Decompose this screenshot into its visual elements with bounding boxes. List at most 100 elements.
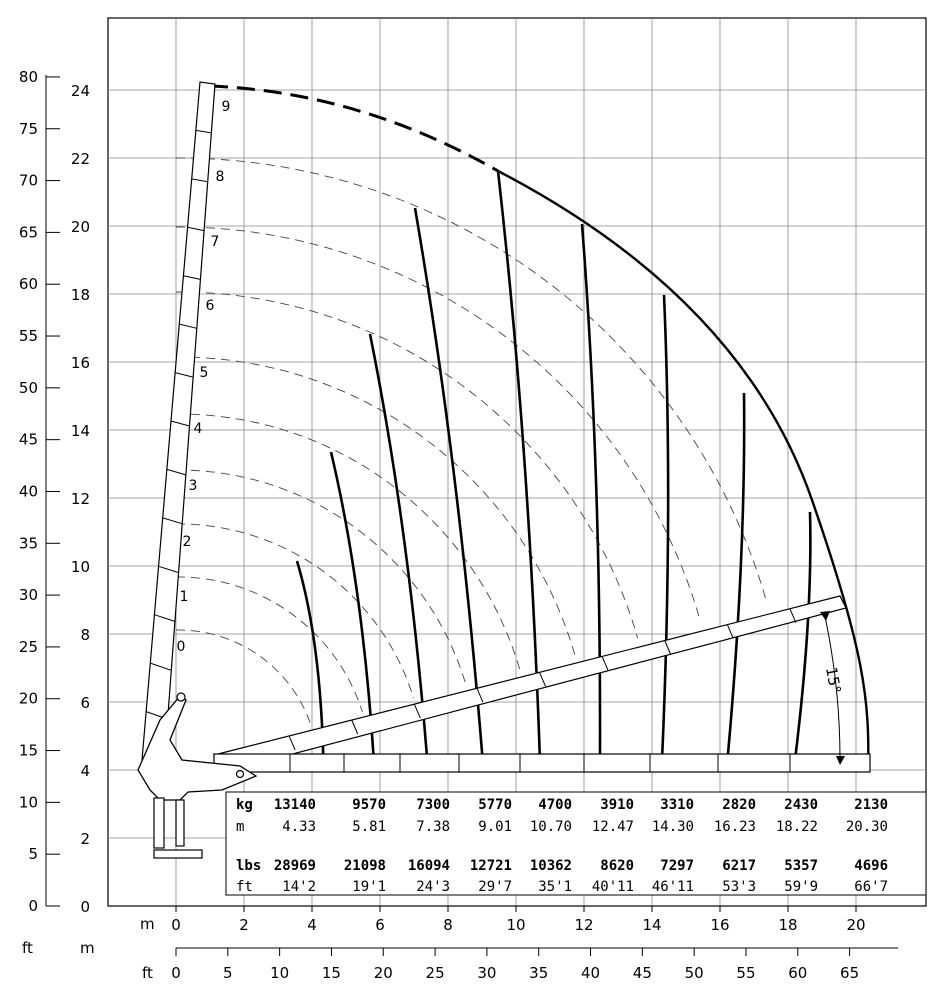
- boom-section-joint: [154, 614, 176, 622]
- lbs-value: 28969: [274, 858, 316, 874]
- lbs-value: 21098: [344, 858, 386, 874]
- ft-bottom-tick-label: 25: [426, 964, 445, 982]
- m-value: 20.30: [846, 819, 888, 835]
- m-tick-label: 6: [80, 694, 90, 712]
- ft-bottom-label: ft: [142, 964, 153, 982]
- envelope-dashed-top: [209, 84, 499, 173]
- load-line: [413, 207, 484, 757]
- ft-tick-label: 10: [19, 793, 38, 811]
- m-bottom-tick-label: 12: [574, 916, 593, 934]
- radius-arc: [175, 469, 467, 685]
- boom-section-joint: [413, 703, 421, 719]
- lbs-value: 4696: [854, 858, 888, 874]
- boom-section-joint: [288, 735, 296, 751]
- boom-section-joint: [170, 420, 190, 427]
- ft-tick-label: 5: [28, 845, 38, 863]
- ft-tick-label: 0: [28, 897, 38, 915]
- boom-section-joint: [183, 275, 201, 280]
- m-value: 7.38: [416, 819, 450, 835]
- lbs-value: 16094: [408, 858, 450, 874]
- ft-tick-label: 45: [19, 431, 38, 449]
- boom-section-label: 5: [200, 365, 209, 381]
- ft-bottom-tick-label: 15: [322, 964, 341, 982]
- m-bottom-tick-label: 8: [443, 916, 453, 934]
- m-tick-label: 0: [80, 898, 90, 916]
- m-bottom-tick-label: 14: [642, 916, 661, 934]
- ft-bottom-tick-label: 35: [529, 964, 548, 982]
- m-bottom-tick-label: 6: [375, 916, 385, 934]
- kg-value: 3310: [660, 797, 694, 813]
- m-value: 5.81: [352, 819, 386, 835]
- ft-axis-label: ft: [22, 939, 33, 957]
- m-axis-label: m: [80, 939, 95, 957]
- crane-stabilizer: [153, 797, 165, 849]
- m-value: 18.22: [776, 819, 818, 835]
- ft-axis-ticks: 0 5 10 15 20 25 30 35 40 45 50 55 60 65 70 75 80: [19, 68, 60, 915]
- ft-bottom-tick-label: 5: [223, 964, 233, 982]
- ft-value: 59'9: [784, 879, 818, 895]
- ft-value: 14'2: [282, 879, 316, 895]
- kg-value: 9570: [352, 797, 386, 813]
- radius-arcs: [175, 157, 768, 726]
- ft-bottom-tick-label: 40: [581, 964, 600, 982]
- crane-stabilizer: [175, 799, 185, 847]
- radius-arc: [175, 576, 363, 713]
- load-line: [496, 170, 542, 757]
- ft-tick-label: 20: [19, 690, 38, 708]
- boom-section-joint: [195, 129, 212, 134]
- angle-annotation: 15°: [820, 611, 845, 765]
- ft-bottom-tick-label: 0: [171, 964, 181, 982]
- lbs-value: 8620: [600, 858, 634, 874]
- load-line: [295, 560, 325, 757]
- load-table-box: [225, 791, 927, 896]
- load-line: [329, 451, 375, 757]
- m-bottom-tick-label: 4: [307, 916, 317, 934]
- ft-tick-label: 80: [19, 68, 38, 86]
- boom-section-joint: [191, 178, 208, 183]
- ft-tick-label: 40: [19, 482, 38, 500]
- envelope-outer: [497, 169, 870, 773]
- ft-tick-label: 55: [19, 327, 38, 345]
- boom-section-label: 3: [189, 478, 198, 494]
- kg-value: 4700: [538, 797, 572, 813]
- m-bottom-tick-label: 2: [239, 916, 249, 934]
- boom-section-label: 0: [177, 639, 186, 655]
- m-tick-label: 12: [71, 490, 90, 508]
- m-bottom-tick-label: 18: [778, 916, 797, 934]
- m-tick-label: 10: [71, 558, 90, 576]
- ft-value: 24'3: [416, 879, 450, 895]
- m-tick-label: 20: [71, 218, 90, 236]
- boom-section-label: 9: [222, 99, 231, 115]
- ft-tick-label: 15: [19, 742, 38, 760]
- ft-tick-label: 25: [19, 638, 38, 656]
- ft-bottom-tick-label: 45: [633, 964, 652, 982]
- ft-tick-label: 50: [19, 379, 38, 397]
- boom-section-joint: [174, 372, 194, 378]
- m-value: 10.70: [530, 819, 572, 835]
- ft-value: 40'11: [592, 879, 634, 895]
- kg-value: 2130: [854, 797, 888, 813]
- load-lines: [295, 170, 812, 757]
- boom-section-joint: [789, 608, 797, 623]
- kg-value: 13140: [274, 797, 316, 813]
- ft-tick-label: 30: [19, 586, 38, 604]
- boom-section-joint: [187, 226, 205, 232]
- load-line: [794, 511, 812, 757]
- m-value: 16.23: [714, 819, 756, 835]
- lbs-value: 5357: [784, 858, 818, 874]
- lbs-value: 10362: [530, 858, 572, 874]
- boom-section-joint: [476, 688, 484, 703]
- load-line: [726, 392, 746, 757]
- boom-vertical: [141, 81, 216, 769]
- crane-foot: [153, 849, 203, 859]
- m-tick-label: 2: [80, 830, 90, 848]
- load-line: [580, 223, 602, 757]
- ft-value: 19'1: [352, 879, 386, 895]
- ft-value: 53'3: [722, 879, 756, 895]
- boom-section-joint: [601, 656, 609, 671]
- m-tick-label: 16: [71, 354, 90, 372]
- boom-drawings: 0 1 2 3 4 5 6 7 8 9: [141, 81, 871, 773]
- ft-row-label: ft: [236, 879, 253, 895]
- boom-section-joint: [351, 719, 359, 735]
